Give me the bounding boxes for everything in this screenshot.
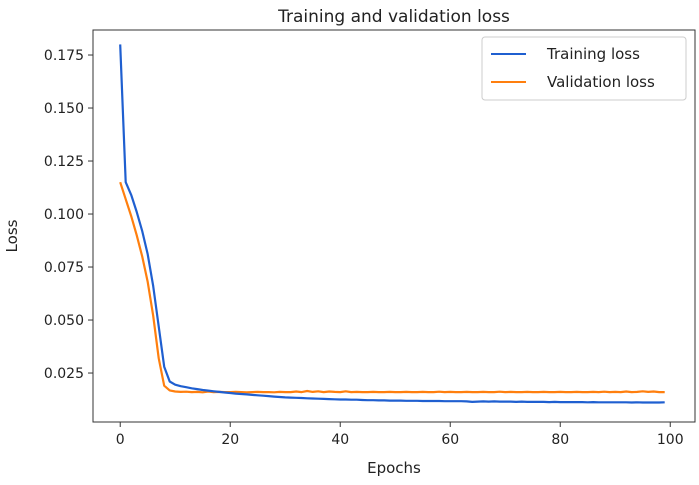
series-layer: [119, 44, 665, 404]
x-axis-label: Epochs: [367, 459, 421, 477]
y-tick-label: 0.175: [44, 48, 84, 64]
x-tick-label: 20: [221, 432, 239, 448]
y-axis-label: Loss: [3, 219, 21, 252]
x-tick-label: 40: [331, 432, 349, 448]
x-axis-ticks: 0 20 40 60 80 100: [116, 422, 684, 448]
y-tick-label: 0.100: [44, 207, 84, 223]
x-tick-label: 60: [441, 432, 459, 448]
legend: Training loss Validation loss: [481, 36, 687, 101]
y-axis-ticks: 0.025 0.050 0.075 0.100 0.125 0.150 0.175: [44, 48, 93, 382]
y-tick-label: 0.125: [44, 154, 84, 170]
y-tick-label: 0.050: [44, 313, 84, 329]
series-line-training-loss: [119, 44, 665, 404]
y-tick-label: 0.150: [44, 101, 84, 117]
legend-box: [481, 36, 687, 101]
plot-frame: [92, 29, 696, 423]
chart-title: Training and validation loss: [277, 7, 510, 27]
x-tick-label: 100: [657, 432, 684, 448]
series-line-validation-loss: [119, 181, 665, 394]
legend-label-training: Training loss: [546, 45, 640, 63]
x-tick-label: 80: [551, 432, 569, 448]
x-tick-label: 0: [116, 432, 125, 448]
y-tick-label: 0.025: [44, 366, 84, 382]
y-tick-label: 0.075: [44, 260, 84, 276]
legend-label-validation: Validation loss: [547, 73, 655, 91]
